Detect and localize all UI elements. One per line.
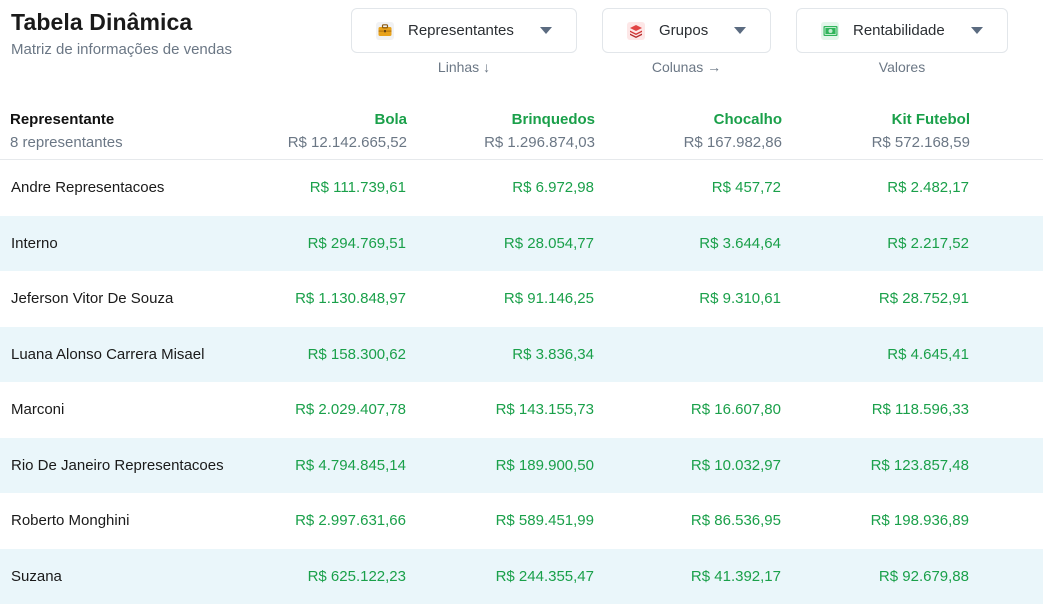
column-name: Kit Futebol (891, 111, 970, 128)
representative-name: Jeferson Vitor De Souza (11, 290, 174, 307)
chevron-down-icon (971, 27, 983, 34)
column-name: Brinquedos (511, 111, 595, 128)
table-row[interactable]: Rio De Janeiro Representacoes R$ 4.794.8… (0, 437, 1043, 493)
table-row[interactable]: Jeferson Vitor De Souza R$ 1.130.848,97 … (0, 271, 1043, 327)
briefcase-icon (376, 21, 394, 40)
column-total: R$ 572.168,59 (871, 134, 970, 151)
cell-value: R$ 92.679,88 (878, 567, 969, 585)
cell-value: R$ 625.122,23 (307, 567, 406, 585)
table-row[interactable]: Marconi R$ 2.029.407,78 R$ 143.155,73 R$… (0, 382, 1043, 438)
table-row[interactable]: Interno R$ 294.769,51 R$ 28.054,77 R$ 3.… (0, 215, 1043, 271)
columns-selector-label: Grupos (659, 22, 709, 39)
cell-value: R$ 4.645,41 (887, 345, 969, 363)
column-total: R$ 167.982,86 (683, 134, 782, 151)
cell-value: R$ 10.032,97 (690, 456, 781, 474)
rows-selector-label: Representantes (408, 22, 514, 39)
page-subtitle: Matriz de informações de vendas (11, 41, 232, 58)
cell-value: R$ 123.857,48 (870, 456, 969, 474)
values-caption: Valores (878, 59, 926, 75)
representative-name: Suzana (11, 567, 62, 585)
cell-value: R$ 2.997.631,66 (295, 512, 406, 529)
cell-value: R$ 41.392,17 (690, 567, 781, 585)
header-representante: Representante 8 representantes (10, 111, 123, 151)
cell-value: R$ 457,72 (711, 179, 781, 196)
values-selector[interactable]: Rentabilidade (796, 8, 1008, 53)
table-body: Andre Representacoes R$ 111.739,61 R$ 6.… (0, 160, 1043, 604)
cell-value: R$ 2.217,52 (887, 234, 969, 252)
representative-name: Marconi (11, 401, 65, 418)
representative-name: Roberto Monghini (11, 512, 130, 529)
cell-value: R$ 86.536,95 (690, 512, 781, 529)
representative-name: Andre Representacoes (11, 179, 165, 196)
cell-value: R$ 158.300,62 (307, 345, 406, 363)
cell-value: R$ 589.451,99 (495, 512, 594, 529)
columns-caption: Colunas → (651, 59, 722, 75)
table-row[interactable]: Suzana R$ 625.122,23 R$ 244.355,47 R$ 41… (0, 548, 1043, 604)
header-column-kit-futebol[interactable]: Kit Futebol R$ 572.168,59 (872, 111, 970, 151)
page-title: Tabela Dinâmica (11, 9, 193, 35)
values-selector-label: Rentabilidade (853, 22, 945, 39)
representative-name: Rio De Janeiro Representacoes (11, 456, 224, 474)
cell-value: R$ 28.752,91 (878, 290, 969, 307)
cell-value: R$ 3.836,34 (512, 345, 594, 363)
representative-name: Interno (11, 234, 58, 252)
layers-icon (627, 21, 645, 40)
chevron-down-icon (540, 27, 552, 34)
cell-value: R$ 244.355,47 (495, 567, 594, 585)
cell-value: R$ 3.644,64 (699, 234, 781, 252)
cell-value: R$ 2.029.407,78 (295, 401, 406, 418)
header-label: Representante (10, 111, 115, 128)
header-column-bola[interactable]: Bola R$ 12.142.665,52 (288, 111, 407, 151)
rows-caption: Linhas ↓ (437, 59, 491, 75)
cell-value: R$ 118.596,33 (871, 401, 969, 418)
cell-value: R$ 9.310,61 (699, 290, 781, 307)
cell-value: R$ 16.607,80 (690, 401, 781, 418)
header-column-chocalho[interactable]: Chocalho R$ 167.982,86 (684, 111, 782, 151)
cell-value: R$ 198.936,89 (870, 512, 969, 529)
cell-value: R$ 294.769,51 (307, 234, 406, 252)
table-row[interactable]: Andre Representacoes R$ 111.739,61 R$ 6.… (0, 160, 1043, 216)
representative-name: Luana Alonso Carrera Misael (11, 345, 205, 363)
columns-selector[interactable]: Grupos (602, 8, 771, 53)
cell-value: R$ 6.972,98 (512, 179, 594, 196)
cell-value: R$ 189.900,50 (495, 456, 594, 474)
representative-count: 8 representantes (10, 134, 123, 151)
money-icon (821, 21, 839, 40)
cell-value: R$ 4.794.845,14 (295, 456, 406, 474)
cell-value: R$ 1.130.848,97 (295, 290, 406, 307)
cell-value: R$ 28.054,77 (503, 234, 594, 252)
column-name: Chocalho (713, 111, 782, 128)
column-name: Bola (374, 111, 407, 128)
cell-value: R$ 2.482,17 (887, 179, 969, 196)
table-row[interactable]: Luana Alonso Carrera Misael R$ 158.300,6… (0, 326, 1043, 382)
cell-value: R$ 91.146,25 (503, 290, 594, 307)
table-header: Representante 8 representantes Bola R$ 1… (0, 104, 1043, 160)
table-row[interactable]: Roberto Monghini R$ 2.997.631,66 R$ 589.… (0, 493, 1043, 549)
cell-value: R$ 143.155,73 (495, 401, 594, 418)
column-total: R$ 12.142.665,52 (287, 134, 407, 151)
cell-value: R$ 111.739,61 (309, 179, 406, 196)
rows-selector[interactable]: Representantes (351, 8, 577, 53)
header-column-brinquedos[interactable]: Brinquedos R$ 1.296.874,03 (484, 111, 595, 151)
column-total: R$ 1.296.874,03 (484, 134, 595, 151)
chevron-down-icon (734, 27, 746, 34)
